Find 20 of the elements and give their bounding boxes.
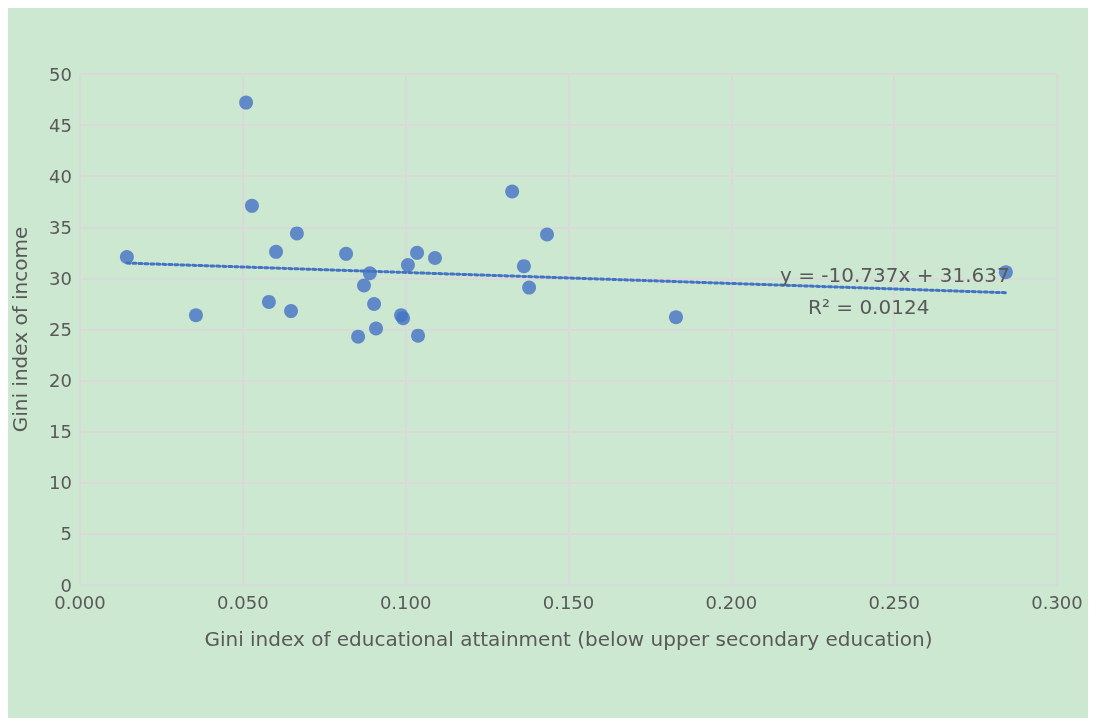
y-tick-label: 15 (49, 421, 72, 443)
y-tick-label: 45 (49, 114, 72, 136)
x-tick-label: 0.200 (705, 591, 758, 613)
x-tick-label: 0.250 (868, 591, 920, 613)
y-tick-label: 5 (60, 523, 72, 545)
y-tick-label: 35 (49, 216, 72, 238)
x-tick-label: 0.100 (379, 591, 432, 613)
y-tick-label: 20 (49, 370, 72, 392)
x-tick-label: 0.050 (217, 591, 269, 613)
y-tick-label: 50 (49, 63, 72, 85)
x-tick-label: 0.150 (542, 591, 595, 613)
y-tick-label: 40 (49, 165, 72, 187)
x-tick-label: 0.300 (1031, 591, 1083, 613)
y-tick-label: 25 (49, 319, 72, 340)
y-axis-title: Gini index of income (8, 226, 32, 433)
x-axis-title: Gini index of educational attainment (below upper secondary education) (204, 627, 933, 651)
y-tick-label: 10 (49, 472, 72, 494)
y-tick-label: 30 (49, 267, 72, 289)
annotation: R² = 0.0124 (808, 295, 930, 319)
annotation: y = -10.737x + 31.637 (780, 263, 1010, 287)
